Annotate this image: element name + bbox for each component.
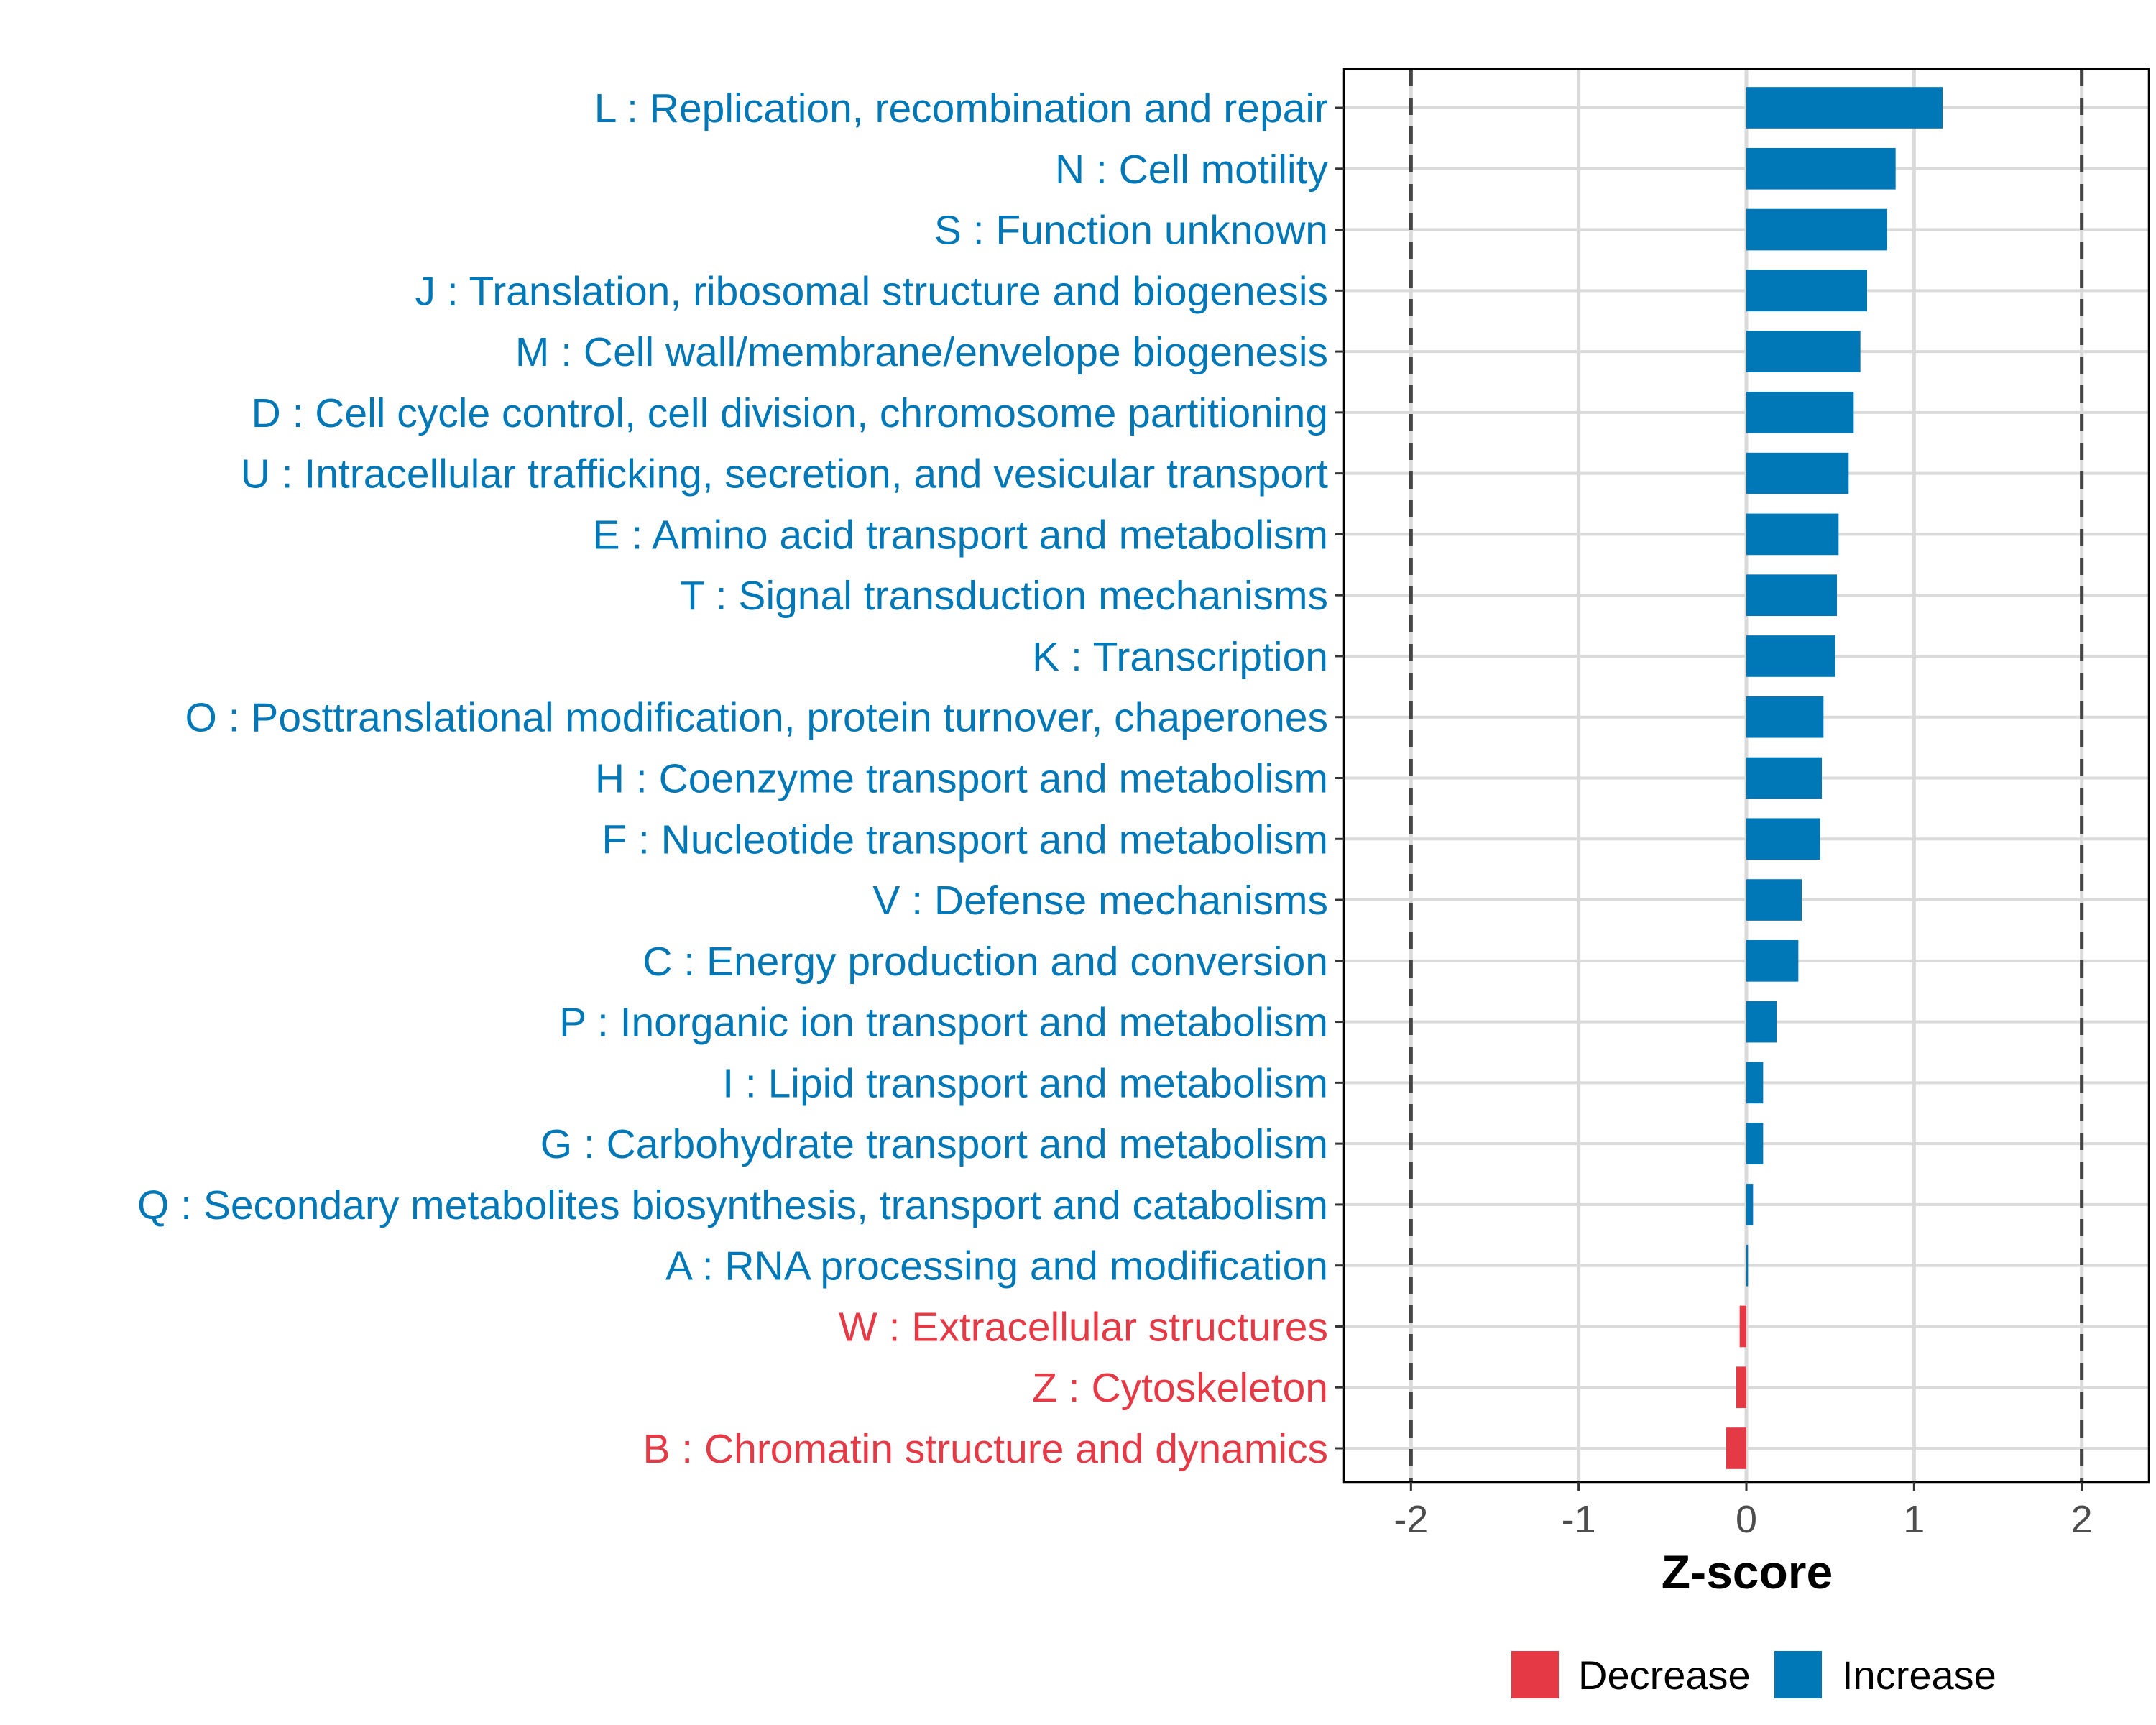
category-label: Q : Secondary metabolites biosynthesis, … bbox=[137, 1182, 1328, 1228]
bar bbox=[1746, 1123, 1764, 1164]
category-label: M : Cell wall/membrane/envelope biogenes… bbox=[515, 329, 1328, 375]
x-tick-labels: -2 -1 0 1 2 bbox=[1393, 1482, 2093, 1541]
bar bbox=[1746, 208, 1887, 251]
category-label: S : Function unknown bbox=[934, 208, 1328, 254]
category-label: B : Chromatin structure and dynamics bbox=[642, 1426, 1328, 1472]
x-tick-label: 2 bbox=[2071, 1498, 2093, 1541]
legend: Decrease Increase bbox=[1511, 1651, 1996, 1698]
bar bbox=[1746, 757, 1822, 799]
bar bbox=[1739, 1305, 1746, 1348]
legend-label-decrease: Decrease bbox=[1578, 1652, 1751, 1698]
category-label: H : Coenzyme transport and metabolism bbox=[595, 756, 1328, 802]
category-label: V : Defense mechanisms bbox=[872, 878, 1328, 924]
bar bbox=[1746, 87, 1943, 129]
bar bbox=[1746, 147, 1896, 190]
x-axis-title: Z-score bbox=[1662, 1545, 1833, 1598]
category-label: L : Replication, recombination and repai… bbox=[594, 86, 1328, 132]
category-label: G : Carbohydrate transport and metabolis… bbox=[540, 1121, 1328, 1167]
bar bbox=[1746, 696, 1824, 738]
bar bbox=[1746, 270, 1867, 312]
bar bbox=[1746, 452, 1849, 494]
reference-lines bbox=[1409, 69, 2084, 1482]
bar bbox=[1746, 939, 1799, 982]
bars bbox=[1726, 87, 1943, 1469]
legend-swatch-decrease bbox=[1511, 1651, 1559, 1698]
category-label: N : Cell motility bbox=[1055, 147, 1329, 193]
bar bbox=[1746, 392, 1854, 433]
bar bbox=[1746, 879, 1802, 921]
category-label: I : Lipid transport and metabolism bbox=[722, 1060, 1328, 1106]
category-label: F : Nucleotide transport and metabolism bbox=[602, 816, 1328, 862]
bar bbox=[1746, 1244, 1749, 1287]
category-label: P : Inorganic ion transport and metaboli… bbox=[559, 1000, 1328, 1046]
category-label: J : Translation, ribosomal structure and… bbox=[415, 268, 1328, 314]
category-label: A : RNA processing and modification bbox=[665, 1243, 1328, 1289]
bar bbox=[1726, 1427, 1746, 1469]
category-label: E : Amino acid transport and metabolism bbox=[593, 512, 1328, 558]
category-label: D : Cell cycle control, cell division, c… bbox=[252, 390, 1328, 436]
category-label: K : Transcription bbox=[1032, 634, 1328, 680]
category-label: C : Energy production and conversion bbox=[642, 939, 1328, 985]
category-label: Z : Cytoskeleton bbox=[1032, 1365, 1328, 1411]
category-label: U : Intracellular trafficking, secretion… bbox=[241, 451, 1328, 497]
x-tick-label: 1 bbox=[1903, 1498, 1925, 1541]
x-tick-label: -1 bbox=[1562, 1498, 1596, 1541]
bar bbox=[1736, 1366, 1746, 1409]
bar bbox=[1746, 818, 1820, 860]
bar bbox=[1746, 574, 1837, 617]
bar bbox=[1746, 1184, 1754, 1225]
bar bbox=[1746, 331, 1861, 372]
legend-label-increase: Increase bbox=[1842, 1652, 1996, 1698]
x-tick-label: -2 bbox=[1393, 1498, 1428, 1541]
x-tick-label: 0 bbox=[1736, 1498, 1757, 1541]
category-label: T : Signal transduction mechanisms bbox=[680, 573, 1328, 619]
category-label: O : Posttranslational modification, prot… bbox=[185, 695, 1328, 741]
legend-swatch-increase bbox=[1774, 1651, 1822, 1698]
bar bbox=[1746, 1062, 1764, 1104]
bar bbox=[1746, 635, 1835, 677]
category-labels: L : Replication, recombination and repai… bbox=[137, 86, 1344, 1472]
bar bbox=[1746, 1000, 1777, 1043]
bar bbox=[1746, 513, 1839, 556]
category-label: W : Extracellular structures bbox=[839, 1304, 1328, 1350]
